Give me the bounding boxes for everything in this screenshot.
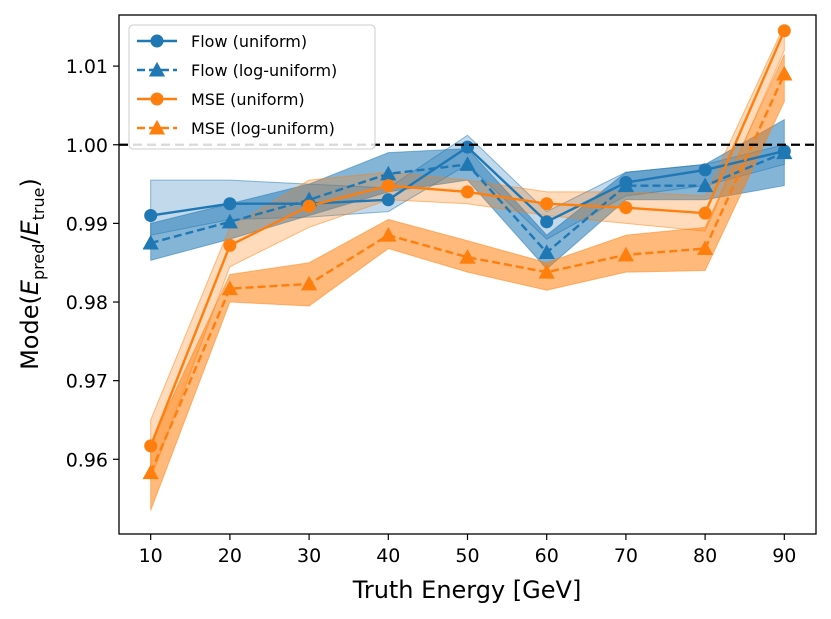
point-mse-uniform (144, 439, 158, 453)
legend-entry-flow-log-uniform: Flow (log-uniform) (137, 61, 337, 80)
point-mse-uniform (302, 199, 316, 213)
point-mse-log-uniform (696, 240, 714, 256)
point-flow-log-uniform (776, 144, 793, 160)
x-axis-label: Truth Energy [GeV] (352, 576, 582, 604)
y-tick-label: 0.97 (66, 371, 108, 393)
legend-box (128, 24, 376, 150)
point-mse-uniform (698, 206, 712, 220)
point-flow-log-uniform (459, 156, 476, 171)
point-flow-log-uniform (538, 244, 555, 259)
point-mse-uniform (777, 24, 791, 38)
x-tick-label: 70 (614, 545, 638, 567)
x-tick-label: 90 (772, 545, 796, 567)
legend-entry-flow-uniform: Flow (uniform) (137, 32, 307, 51)
x-tick-label: 60 (535, 545, 559, 567)
legend-marker (148, 119, 166, 135)
point-flow-uniform (144, 209, 158, 223)
point-flow-uniform (381, 193, 395, 207)
legend-marker (150, 34, 164, 48)
point-mse-log-uniform (538, 264, 555, 279)
point-flow-log-uniform (221, 213, 239, 229)
x-tick-label: 80 (693, 545, 717, 567)
point-mse-log-uniform (459, 249, 476, 264)
y-tick-label: 0.98 (66, 292, 108, 314)
point-flow-uniform (223, 197, 237, 211)
x-tick-label: 40 (376, 545, 400, 567)
y-axis: 0.96 0.97 0.98 0.99 1.00 1.01 (66, 56, 119, 471)
legend-entry-mse-uniform: MSE (uniform) (137, 90, 305, 109)
point-flow-uniform (698, 163, 712, 177)
band-mse-log-uniform (150, 54, 785, 511)
y-tick-label: 1.01 (66, 56, 108, 78)
point-flow-log-uniform (696, 177, 714, 193)
point-mse-uniform (223, 238, 237, 252)
y-tick-label: 0.99 (66, 213, 108, 235)
point-mse-uniform (619, 201, 633, 215)
legend-label: MSE (uniform) (191, 90, 305, 109)
point-mse-log-uniform (221, 280, 239, 296)
x-axis: 10 20 30 40 50 60 70 80 90 (139, 534, 796, 567)
point-mse-uniform (540, 197, 554, 211)
legend-entry-mse-log-uniform: MSE (log-uniform) (137, 119, 335, 138)
point-mse-uniform (381, 179, 395, 193)
y-tick-label: 1.00 (66, 135, 108, 157)
legend-marker (148, 61, 166, 77)
legend: Flow (uniform) Flow (log-uniform) MSE (uni… (128, 24, 376, 150)
point-mse-log-uniform (142, 464, 159, 480)
point-mse-log-uniform (300, 275, 318, 291)
point-flow-log-uniform (380, 165, 397, 181)
point-mse-uniform (461, 185, 474, 199)
y-tick-label: 0.96 (66, 449, 108, 471)
point-mse-log-uniform (617, 246, 635, 262)
legend-label: Flow (log-uniform) (191, 61, 337, 80)
x-tick-label: 30 (297, 545, 321, 567)
point-mse-log-uniform (380, 227, 397, 242)
series-markers (142, 24, 793, 480)
x-tick-label: 10 (139, 545, 163, 567)
x-tick-label: 20 (218, 545, 242, 567)
point-flow-log-uniform (617, 177, 635, 193)
y-axis-label: Mode(Epred/Etrue) (16, 178, 48, 370)
legend-marker (150, 92, 164, 106)
legend-label: Flow (uniform) (191, 32, 307, 51)
point-mse-log-uniform (776, 65, 793, 81)
point-flow-uniform (540, 215, 554, 229)
x-tick-label: 50 (455, 545, 479, 567)
point-flow-uniform (461, 140, 474, 154)
legend-label: MSE (log-uniform) (191, 119, 335, 138)
point-flow-log-uniform (142, 234, 159, 250)
